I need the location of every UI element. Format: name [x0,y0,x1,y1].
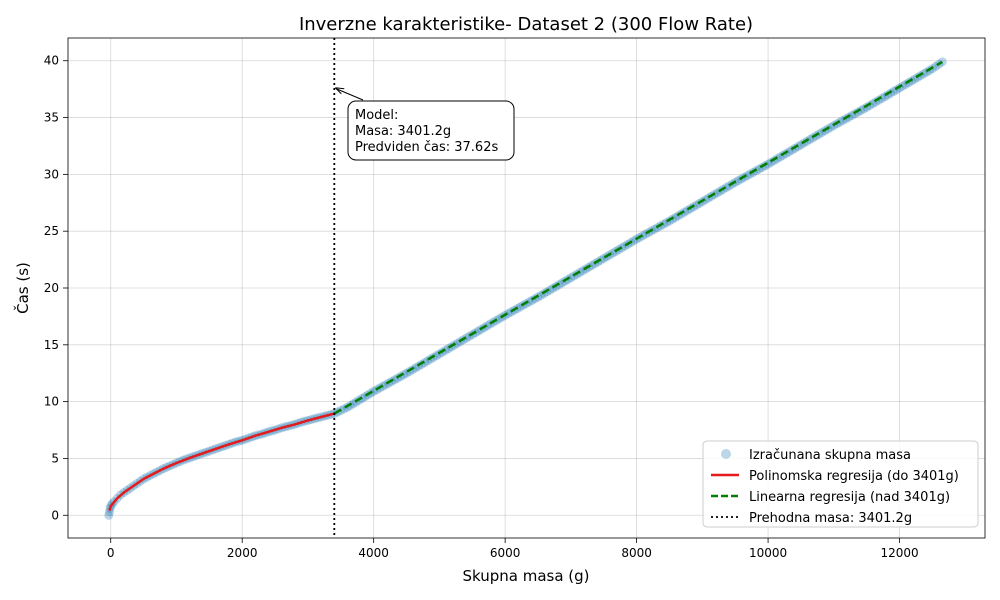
y-tick-label: 25 [44,224,59,238]
legend: Izračunana skupna masa Polinomska regresi… [702,440,979,528]
annotation-box [347,100,515,161]
x-tick-label: 6000 [490,546,521,560]
annotation-arrow [336,88,364,101]
annotation-line: Masa: 3401.2g [355,124,451,139]
scatter-point [877,94,887,104]
annotation-arrowhead [334,87,345,95]
x-tick-label: 12000 [880,546,918,560]
legend-box [702,440,979,528]
y-tick-label: 15 [44,338,59,352]
y-tick-label: 35 [44,111,59,125]
linear-regression-line [333,60,943,415]
legend-label: Prehodna masa: 3401.2g [749,511,912,526]
y-tick-label: 0 [51,508,59,522]
x-tick-label: 10000 [749,546,787,560]
scatter-point [918,69,928,79]
scatter-point [886,88,896,98]
y-tick-label: 10 [44,395,59,409]
chart-title: Inverzne karakteristike- Dataset 2 (300 … [299,14,753,35]
scatter-point [742,171,752,181]
y-tick-label: 40 [44,54,59,68]
grid [68,38,985,538]
scatter-point [700,195,710,205]
scatter-point [503,309,513,319]
legend-marker [721,449,731,459]
x-axis-label: Skupna masa (g) [462,567,589,585]
y-tick-label: 30 [44,167,59,181]
legend-label: Izračunana skupna masa [749,448,911,463]
polynomial-regression-line [108,412,335,512]
scatter-point [524,297,534,307]
legend-label: Polinomska regresija (do 3401g) [749,469,959,484]
scatter-point [566,273,576,283]
x-tick-label: 4000 [358,546,389,560]
legend-label: Linearna regresija (nad 3401g) [749,490,950,505]
annotation-line: Predviden čas: 37.62s [355,140,498,155]
y-tick-label: 20 [44,281,59,295]
axes: 0 2000 4000 6000 8000 10000 12000 0 5 10 15 20 25 30 3… [44,37,986,560]
y-axis-label: Čas (s) [13,262,32,314]
x-tick-label: 2000 [227,546,258,560]
scatter-point [865,101,875,111]
scatter-point [763,159,773,169]
scatter-point [545,285,555,295]
scatter-point [856,106,866,116]
scatter-point [104,510,114,520]
scatter-point [784,147,794,157]
scatter-point [805,135,815,145]
y-tick-label: 5 [51,451,59,465]
x-tick-label: 8000 [621,546,652,560]
scatter-point [104,507,114,517]
scatter-point [482,321,492,331]
plot-area [104,38,947,538]
annotation-line: Model: [355,108,398,123]
scatter-point [461,333,471,343]
plot-frame [67,37,986,539]
scatter-point [721,183,731,193]
x-tick-label: 0 [107,546,115,560]
